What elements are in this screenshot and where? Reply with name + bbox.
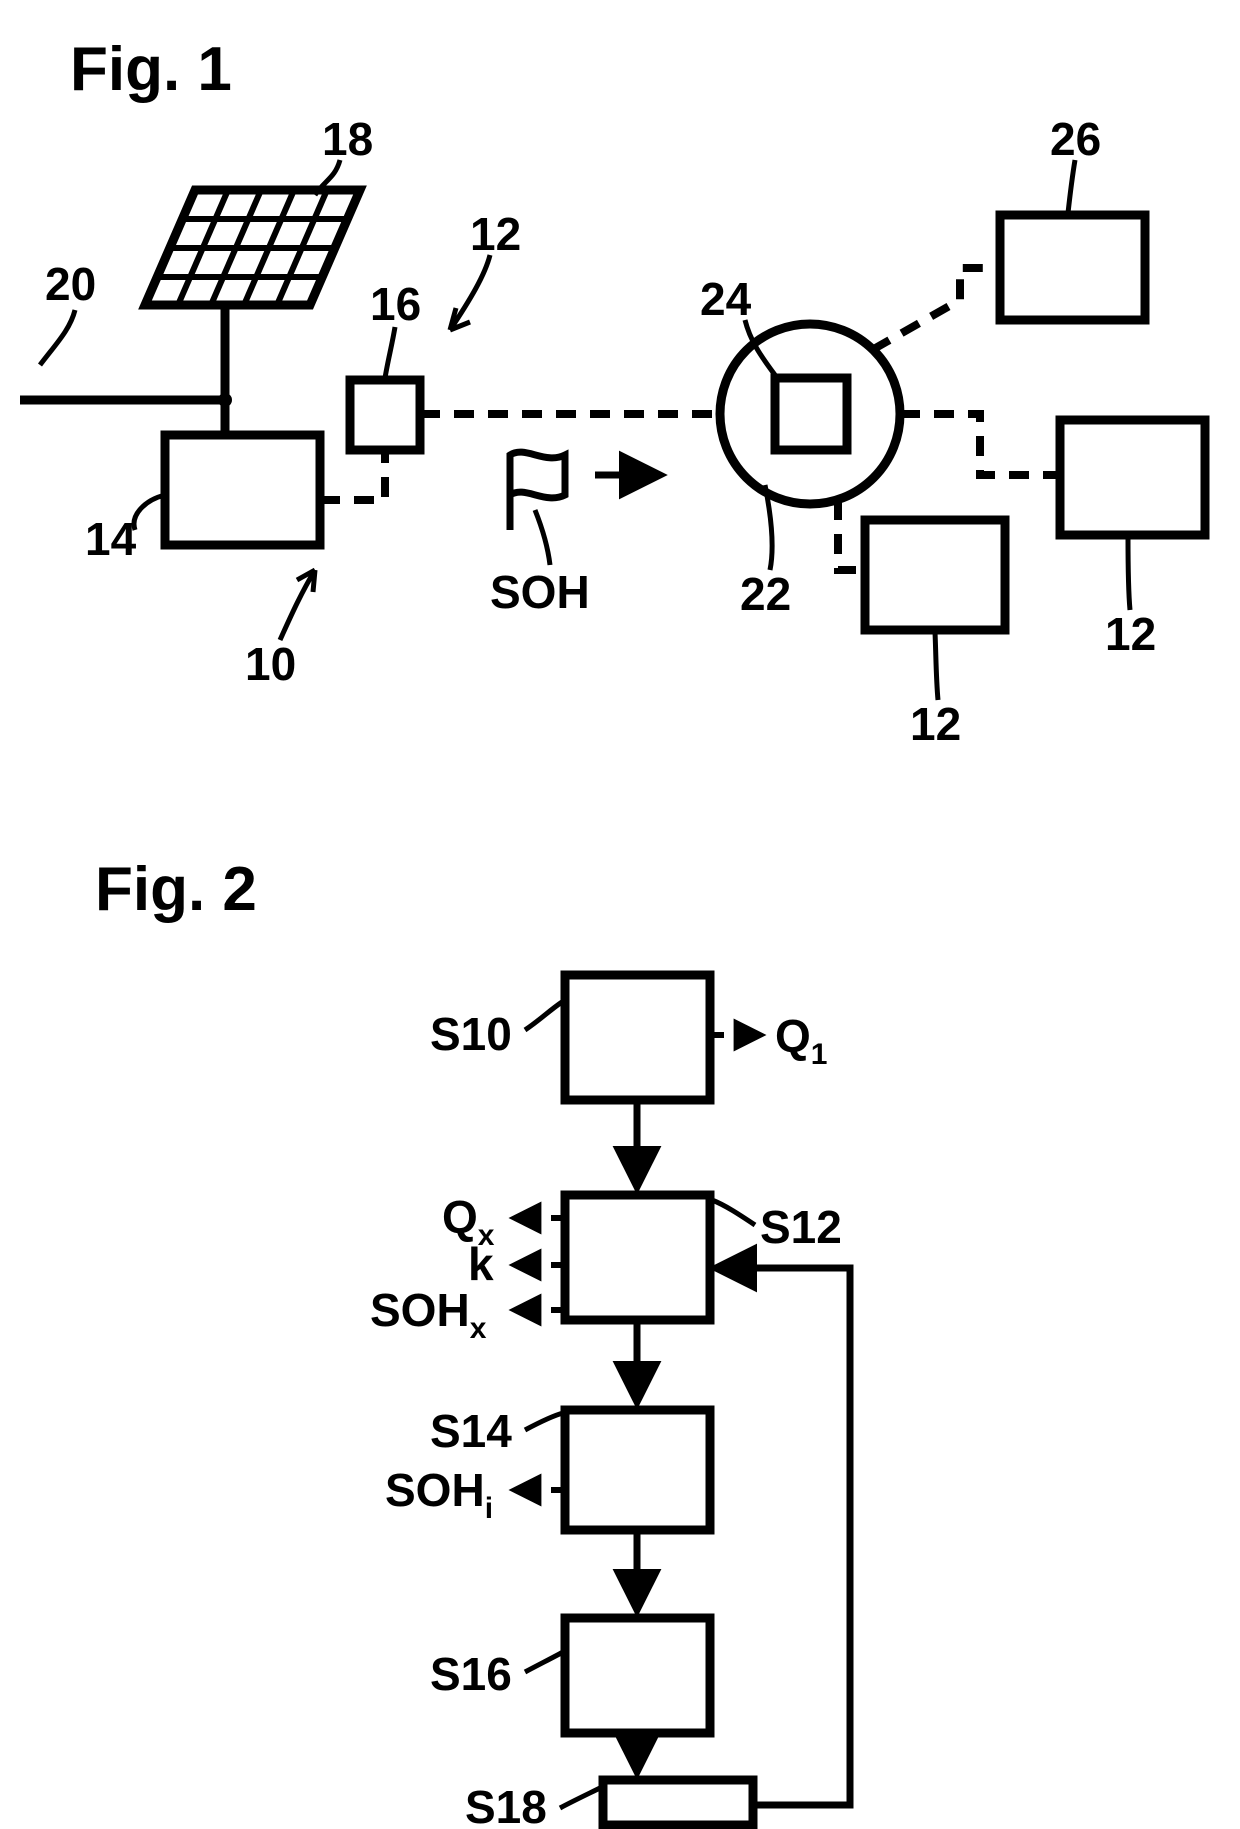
feedback-line <box>718 1268 850 1805</box>
label-s18: S18 <box>465 1781 547 1829</box>
